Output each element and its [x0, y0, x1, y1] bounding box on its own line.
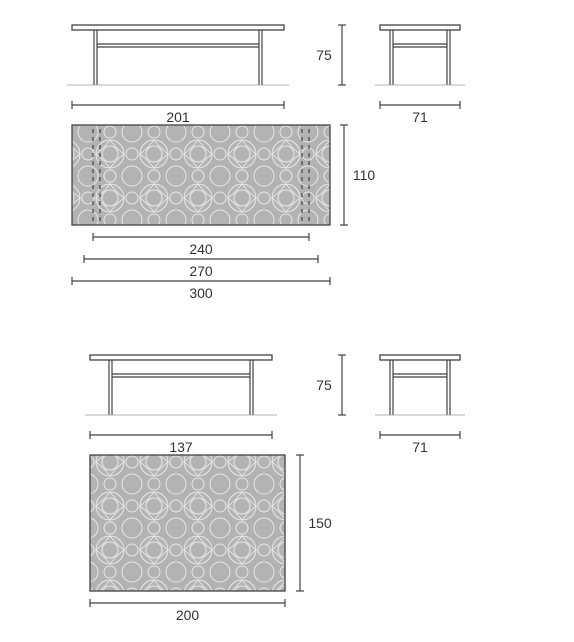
dim-label-240: 240 — [181, 241, 221, 257]
dim-label-270: 270 — [181, 263, 221, 279]
dim-label-200: 200 — [168, 607, 208, 623]
dim-label-150: 150 — [300, 515, 340, 531]
dim-label-75-bottom: 75 — [304, 377, 344, 393]
dim-label-71-top: 71 — [400, 109, 440, 125]
diagram-canvas — [0, 0, 574, 642]
dim-label-75-top: 75 — [304, 47, 344, 63]
dim-label-71-bottom: 71 — [400, 439, 440, 455]
dim-label-137: 137 — [161, 439, 201, 455]
dim-label-300: 300 — [181, 285, 221, 301]
dim-label-110: 110 — [344, 167, 384, 183]
dim-label-201: 201 — [158, 109, 198, 125]
